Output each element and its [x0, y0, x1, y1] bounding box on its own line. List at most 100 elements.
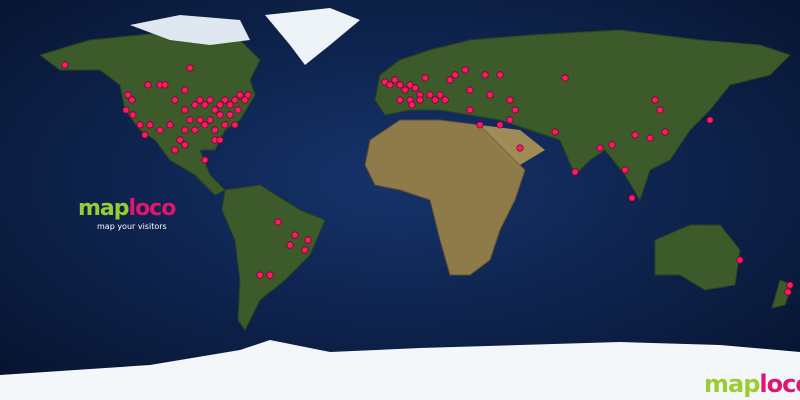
europe-asia [374, 29, 791, 202]
visitor-marker [408, 101, 416, 109]
logo-tagline: map your visitors [97, 222, 167, 231]
south-america [221, 184, 326, 331]
visitor-marker [506, 116, 514, 124]
visitor-marker [166, 121, 174, 129]
visitor-marker [181, 126, 189, 134]
visitor-marker [286, 241, 294, 249]
visitor-marker [236, 91, 244, 99]
visitor-marker [201, 121, 209, 129]
watermark-text-loco: loco [759, 370, 800, 398]
visitor-marker [206, 96, 214, 104]
visitor-marker [216, 111, 224, 119]
visitor-marker [291, 231, 299, 239]
visitor-marker [244, 91, 252, 99]
visitor-marker [646, 134, 654, 142]
visitor-marker [231, 121, 239, 129]
visitor-marker [181, 141, 189, 149]
visitor-marker [274, 218, 282, 226]
visitor-marker [141, 131, 149, 139]
visitor-marker [136, 121, 144, 129]
visitor-marker [216, 136, 224, 144]
visitor-marker [406, 81, 414, 89]
maploco-logo[interactable]: maploco [78, 196, 176, 221]
visitor-marker [496, 71, 504, 79]
maploco-watermark[interactable]: maploco [704, 370, 800, 398]
visitor-marker [221, 121, 229, 129]
visitor-marker [211, 126, 219, 134]
visitor-marker [608, 141, 616, 149]
visitor-marker [421, 74, 429, 82]
visitor-marker [396, 81, 404, 89]
visitor-marker [231, 96, 239, 104]
visitor-marker [226, 101, 234, 109]
visitor-marker [476, 121, 484, 129]
visitor-marker [561, 74, 569, 82]
visitor-marker [206, 116, 214, 124]
visitor-marker [386, 81, 394, 89]
visitor-marker [786, 281, 794, 289]
arctic-islands [130, 15, 250, 45]
arabia [480, 125, 545, 165]
visitor-marker [122, 106, 130, 114]
watermark-text-map: map [704, 370, 760, 398]
visitor-marker [61, 61, 69, 69]
visitor-marker [196, 116, 204, 124]
visitor-marker [161, 81, 169, 89]
visitor-marker [241, 96, 249, 104]
visitor-marker [128, 96, 136, 104]
visitor-marker [466, 106, 474, 114]
visitor-marker [451, 71, 459, 79]
visitor-marker [186, 116, 194, 124]
visitor-marker [226, 111, 234, 119]
visitor-marker [234, 106, 242, 114]
visitor-marker [191, 101, 199, 109]
visitor-markers [61, 61, 794, 296]
visitor-marker [201, 101, 209, 109]
logo-text-map: map [78, 196, 130, 221]
australia [654, 224, 741, 291]
greenland [265, 8, 360, 65]
visitor-marker [571, 168, 579, 176]
antarctica [0, 340, 800, 400]
visitor-marker [656, 106, 664, 114]
africa [364, 119, 526, 276]
visitor-marker [124, 91, 132, 99]
visitor-marker [436, 91, 444, 99]
visitor-marker [516, 144, 524, 152]
visitor-marker [256, 271, 264, 279]
visitor-marker [171, 96, 179, 104]
visitor-marker [391, 76, 399, 84]
visitor-marker [146, 121, 154, 129]
visitor-marker [191, 126, 199, 134]
visitor-marker [461, 66, 469, 74]
visitor-marker [631, 131, 639, 139]
visitor-marker [706, 116, 714, 124]
visitor-marker [304, 236, 312, 244]
visitor-marker [486, 91, 494, 99]
visitor-marker [481, 71, 489, 79]
visitor-marker [431, 96, 439, 104]
visitor-marker [181, 106, 189, 114]
visitor-marker [736, 256, 744, 264]
visitor-marker [506, 96, 514, 104]
visitor-marker [221, 96, 229, 104]
visitor-marker [156, 126, 164, 134]
visitor-marker [596, 144, 604, 152]
visitor-marker [496, 121, 504, 129]
visitor-marker [196, 96, 204, 104]
visitor-marker [301, 246, 309, 254]
visitor-marker [621, 166, 629, 174]
visitor-marker [551, 128, 559, 136]
visitor-marker [129, 111, 137, 119]
visitor-marker [201, 156, 209, 164]
visitor-marker [466, 86, 474, 94]
visitor-marker [186, 64, 194, 72]
visitor-marker [628, 194, 636, 202]
visitor-marker [401, 86, 409, 94]
visitor-marker [416, 96, 424, 104]
visitor-marker [411, 84, 419, 92]
visitor-marker [266, 271, 274, 279]
visitor-marker [651, 96, 659, 104]
